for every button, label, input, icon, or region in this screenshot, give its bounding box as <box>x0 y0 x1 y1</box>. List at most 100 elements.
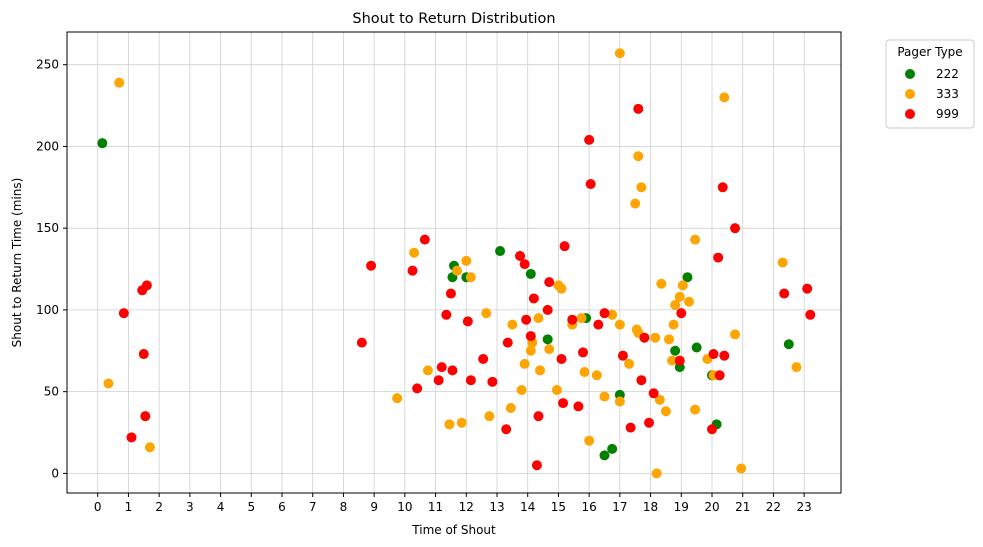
plot-frame <box>66 31 842 494</box>
data-point <box>670 300 681 311</box>
data-point <box>558 398 569 409</box>
axis-ticks: 0 1 2 3 4 5 6 7 8 9 10 11 12 13 14 15 16 17 18 19 20 21 22 2305… <box>36 58 812 514</box>
data-point <box>682 272 693 283</box>
data-point <box>805 309 816 320</box>
data-point <box>144 442 155 453</box>
data-point <box>578 347 588 358</box>
data-point <box>407 265 418 276</box>
x-tick-label: 20 <box>704 500 719 514</box>
data-point <box>624 358 635 369</box>
data-point <box>533 313 544 324</box>
data-point <box>573 401 584 412</box>
data-point <box>654 394 665 405</box>
data-point <box>126 432 137 443</box>
legend-title: Pager Type <box>897 45 962 59</box>
data-point <box>599 391 610 402</box>
data-point <box>670 345 681 356</box>
y-tick-label: 250 <box>36 58 59 72</box>
data-point <box>719 350 730 361</box>
data-point <box>544 344 555 355</box>
legend-box <box>885 39 975 129</box>
data-point <box>579 367 590 378</box>
x-tick-label: 11 <box>428 500 443 514</box>
data-point <box>542 304 553 315</box>
data-point <box>625 422 636 433</box>
data-point <box>690 404 701 415</box>
legend-item-222: 222 <box>905 67 959 81</box>
legend: Pager Type 222 333 999 <box>885 39 975 129</box>
data-point <box>644 417 655 428</box>
x-tick-label: 12 <box>459 500 474 514</box>
data-point <box>366 260 377 271</box>
x-tick-label: 0 <box>94 500 102 514</box>
data-point <box>584 435 595 446</box>
x-tick-label: 6 <box>278 500 286 514</box>
x-tick-label: 9 <box>370 500 378 514</box>
data-point <box>140 411 151 422</box>
data-point <box>501 424 512 435</box>
data-point <box>633 151 644 162</box>
y-tick-label: 50 <box>44 385 59 399</box>
data-point <box>559 241 570 252</box>
data-point <box>584 134 595 145</box>
data-point <box>515 250 526 261</box>
data-point <box>484 411 495 422</box>
data-point <box>502 337 513 348</box>
x-tick-label: 13 <box>489 500 504 514</box>
x-axis-title: Time of Shout <box>411 523 496 537</box>
data-point <box>707 424 717 435</box>
data-point <box>392 393 403 404</box>
x-tick-label: 8 <box>340 500 348 514</box>
data-point <box>791 362 802 373</box>
data-point <box>97 138 108 149</box>
legend-item-999: 999 <box>905 107 959 121</box>
data-point <box>447 365 458 376</box>
x-tick-label: 14 <box>520 500 535 514</box>
data-point <box>481 308 492 319</box>
data-point <box>636 375 647 386</box>
data-point <box>639 332 650 343</box>
data-point <box>525 331 536 342</box>
data-point <box>422 365 433 376</box>
data-point <box>668 319 679 330</box>
data-point <box>465 375 476 386</box>
data-point <box>614 48 625 59</box>
data-point <box>690 234 701 245</box>
data-point <box>676 308 687 319</box>
x-tick-label: 2 <box>155 500 163 514</box>
data-point <box>730 329 741 340</box>
data-point <box>593 319 604 330</box>
data-point <box>556 353 567 364</box>
data-point <box>519 358 530 369</box>
data-point <box>542 334 553 345</box>
data-point <box>409 247 420 258</box>
x-tick-label: 10 <box>397 500 412 514</box>
data-point <box>525 268 536 279</box>
legend-marker <box>905 89 915 99</box>
data-point <box>630 198 641 209</box>
legend-items: 222 333 999 <box>905 67 959 121</box>
data-point <box>576 313 587 324</box>
data-point <box>507 319 518 330</box>
data-point <box>636 182 647 193</box>
data-point <box>495 246 506 257</box>
data-point <box>633 103 644 114</box>
data-point <box>521 314 532 325</box>
data-point <box>138 349 149 360</box>
data-point <box>441 309 452 320</box>
x-tick-label: 22 <box>766 500 781 514</box>
data-point <box>667 355 678 366</box>
series-333 <box>103 48 802 479</box>
data-point <box>591 370 602 381</box>
data-point <box>714 370 725 381</box>
data-point <box>607 443 618 454</box>
data-point <box>599 308 610 319</box>
data-point <box>599 450 610 461</box>
data-point <box>118 308 129 319</box>
data-points <box>97 48 816 479</box>
data-point <box>114 77 125 88</box>
data-point <box>614 396 625 407</box>
legend-label: 999 <box>936 107 959 121</box>
